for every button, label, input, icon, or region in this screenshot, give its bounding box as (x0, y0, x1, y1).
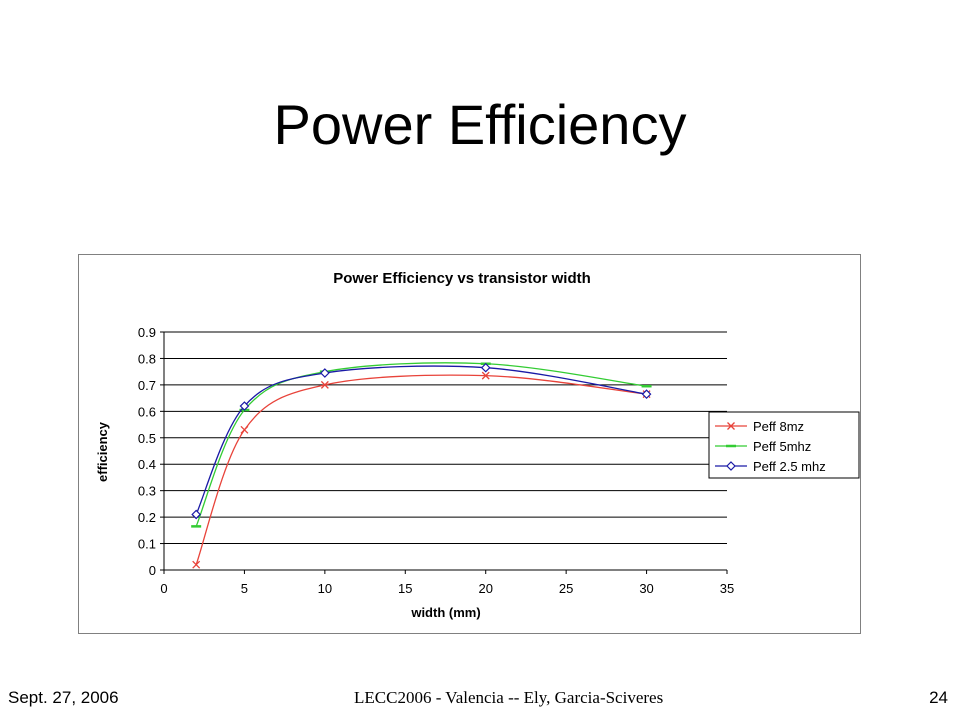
chart-frame: Power Efficiency vs transistor width wid… (78, 254, 861, 634)
footer-date: Sept. 27, 2006 (8, 688, 119, 707)
series-line (195, 362, 647, 527)
chart-title: Power Efficiency vs transistor width (333, 270, 591, 287)
series-line (195, 374, 647, 565)
legend-label: Peff 8mz (753, 419, 804, 434)
data-point (480, 362, 491, 373)
legend-label: Peff 2.5 mhz (753, 459, 826, 474)
y-tick-label: 0.6 (138, 404, 156, 419)
y-axis-label: efficiency (95, 421, 110, 482)
data-point (240, 425, 249, 434)
y-tick-label: 0.4 (138, 457, 156, 472)
series-line (195, 365, 647, 515)
data-point (192, 560, 201, 569)
x-tick-label: 15 (398, 581, 412, 596)
data-point (726, 461, 736, 471)
x-tick-label: 30 (639, 581, 653, 596)
y-tick-label: 0.1 (138, 537, 156, 552)
efficiency-chart: Power Efficiency vs transistor width wid… (95, 270, 860, 620)
x-tick-label: 5 (241, 581, 248, 596)
slide-title: Power Efficiency (273, 93, 687, 156)
x-tick-label: 25 (559, 581, 573, 596)
y-tick-label: 0 (149, 563, 156, 578)
slide-number: 24 (929, 688, 948, 707)
data-point (727, 422, 735, 430)
footer-conference: LECC2006 - Valencia -- Ely, Garcia-Scive… (354, 688, 664, 707)
y-tick-label: 0.3 (138, 484, 156, 499)
y-tick-label: 0.5 (138, 431, 156, 446)
y-tick-label: 0.9 (138, 325, 156, 340)
y-tick-label: 0.7 (138, 378, 156, 393)
data-point (320, 368, 330, 378)
data-point (320, 380, 329, 389)
y-tick-label: 0.2 (138, 510, 156, 525)
data-point (641, 389, 652, 399)
data-point (191, 509, 202, 520)
y-tick-label: 0.8 (138, 351, 156, 366)
legend-label: Peff 5mhz (753, 439, 811, 454)
x-tick-label: 10 (318, 581, 332, 596)
data-point (481, 371, 490, 380)
x-tick-label: 0 (160, 581, 167, 596)
x-tick-label: 35 (720, 581, 734, 596)
x-axis-label: width (mm) (410, 605, 480, 620)
data-point (239, 401, 250, 411)
x-tick-label: 20 (478, 581, 492, 596)
